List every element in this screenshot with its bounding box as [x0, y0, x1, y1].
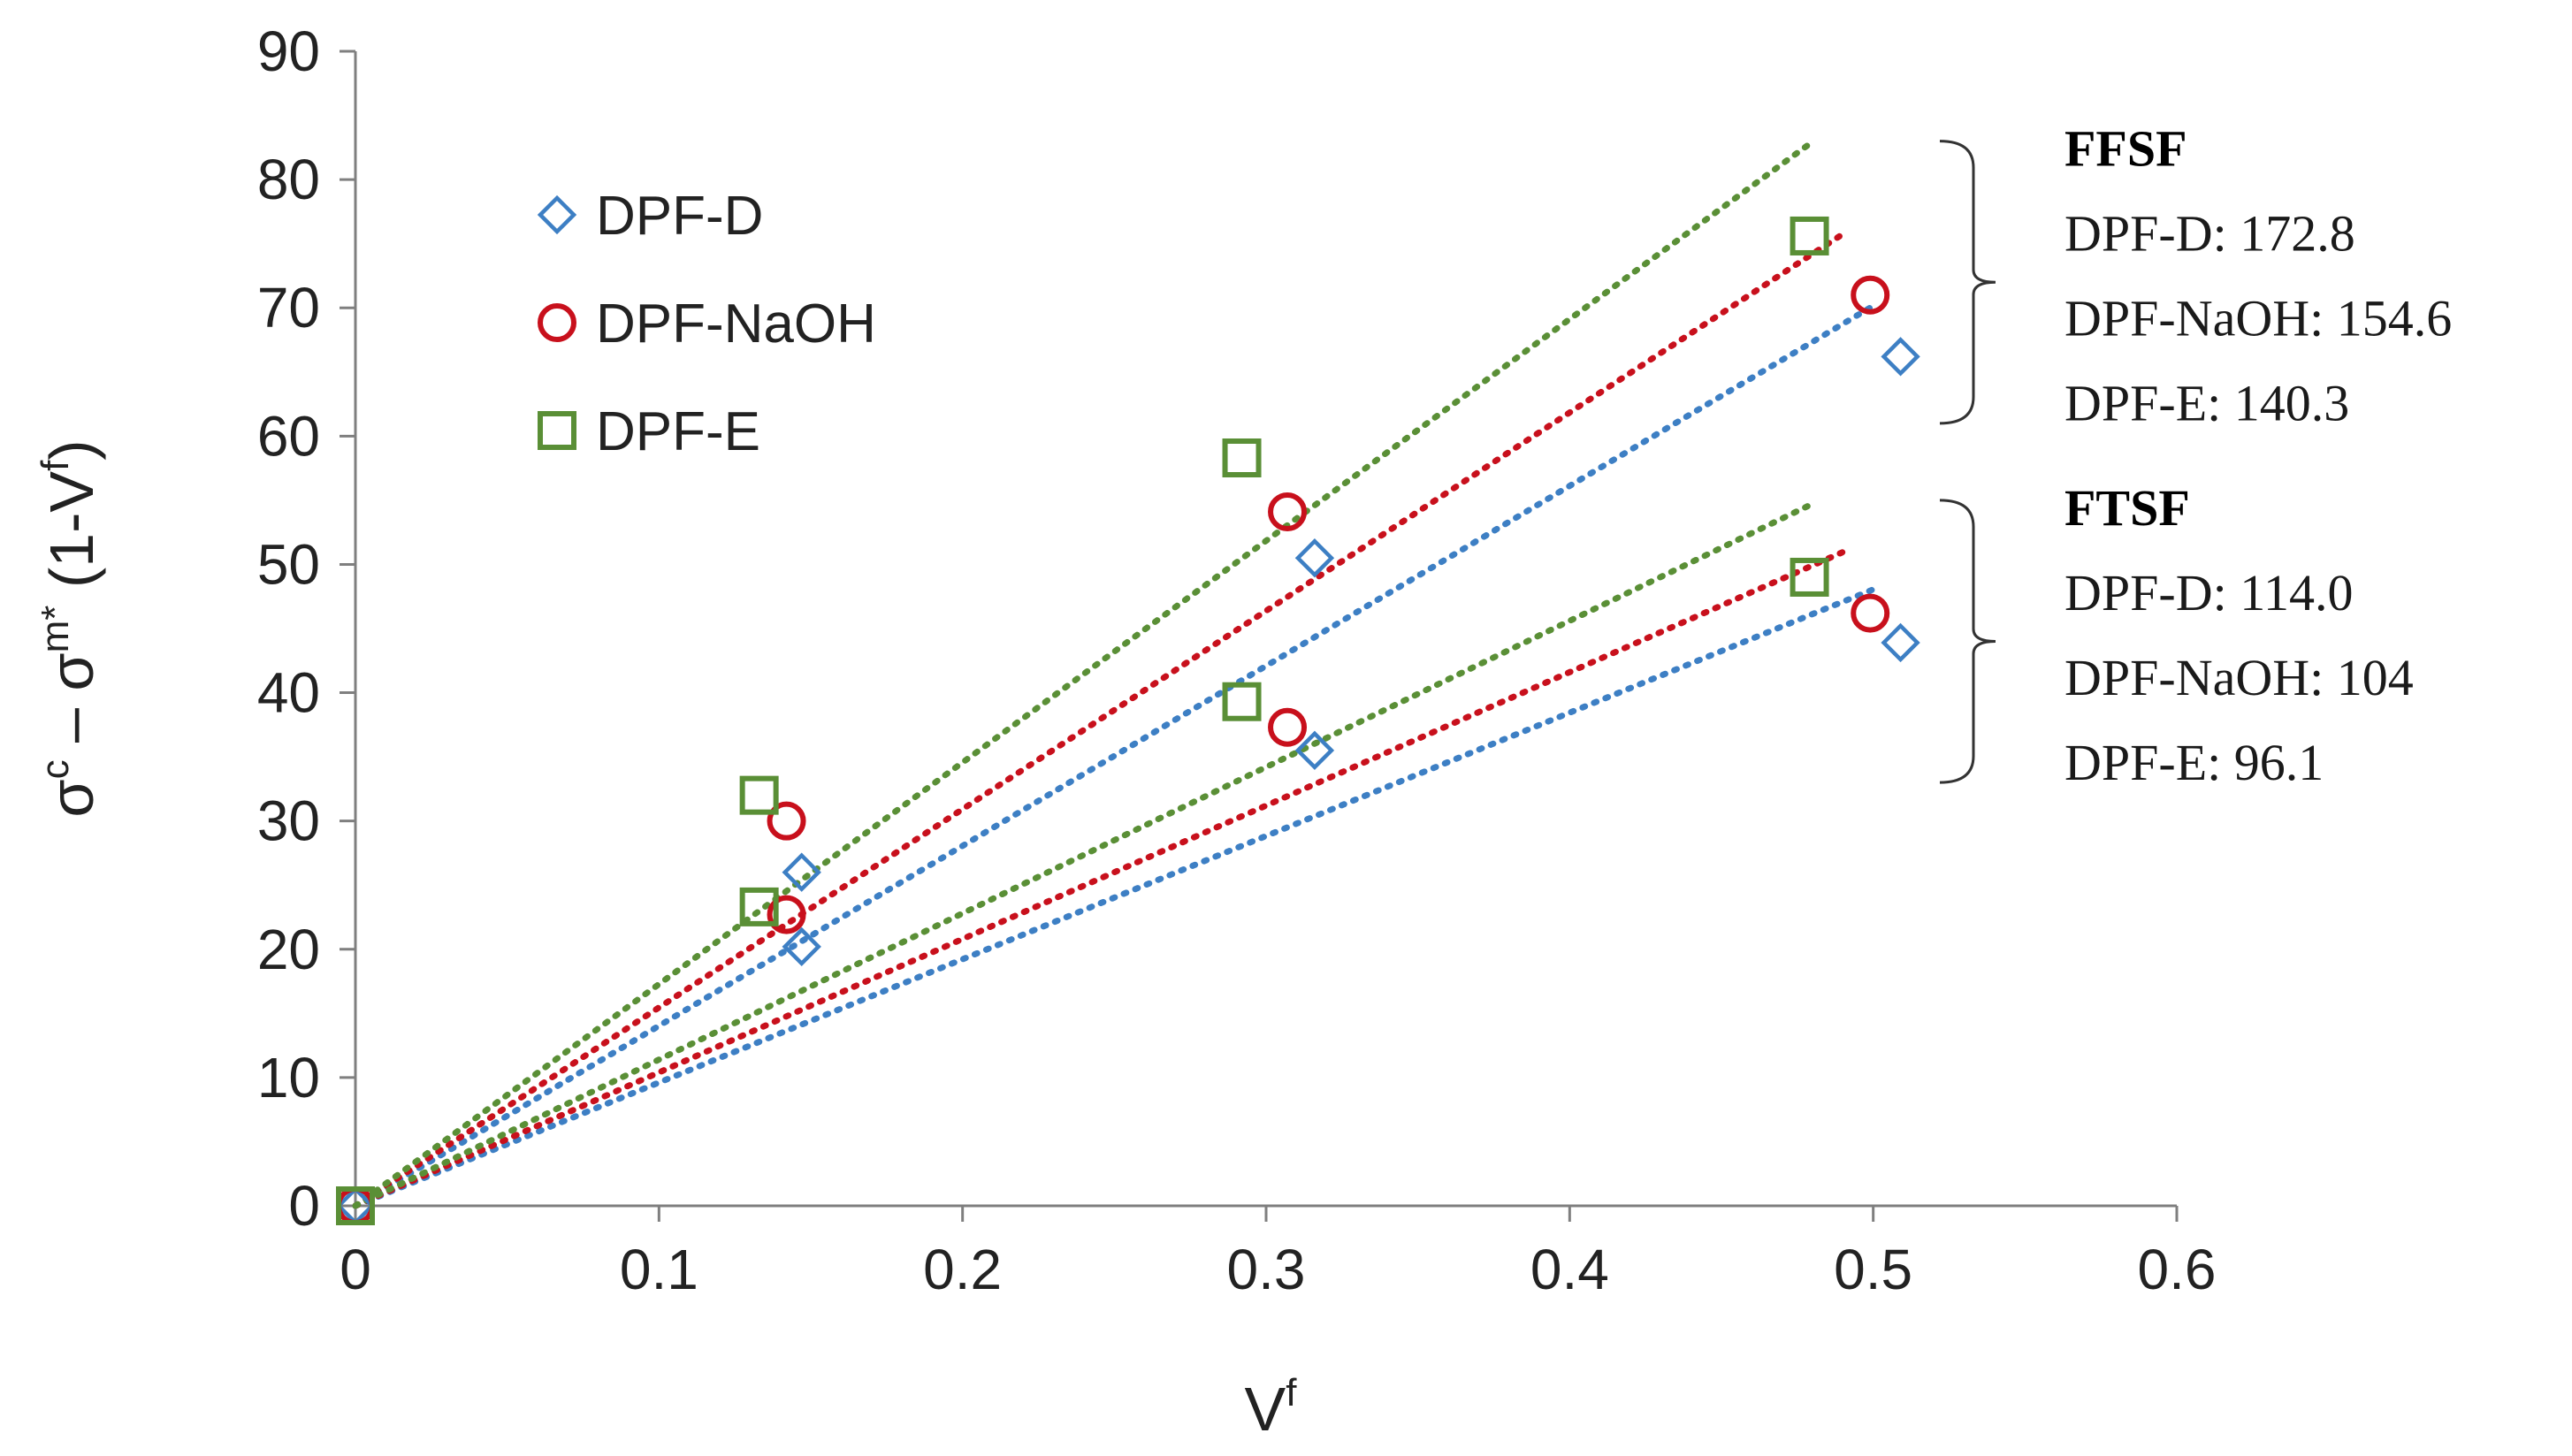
y-axis-title-part: – — [37, 691, 106, 760]
annotation-line: DPF-E: 140.3 — [2064, 375, 2349, 432]
x-axis-title: Vf — [1245, 1371, 1298, 1444]
data-point-dpf-naoh — [767, 895, 806, 934]
x-tick-label: 0.1 — [620, 1238, 698, 1301]
y-axis-title-part: ) — [37, 439, 106, 460]
annotation-title-ffsf: FFSF — [2064, 120, 2187, 178]
trendline-dpf-e-ftsf — [352, 500, 1816, 1209]
y-axis-title-part: σ — [37, 652, 106, 690]
brace-ftsf — [1939, 499, 1996, 784]
annotations: FFSF DPF-D: 172.8 DPF-NaOH: 154.6 DPF-E: 14… — [1939, 120, 2452, 791]
y-tick-label: 90 — [257, 19, 320, 83]
y-axis-title-part: σ — [37, 779, 106, 817]
annotation-line: DPF-D: 114.0 — [2064, 564, 2354, 621]
annotation-line: DPF-NaOH: 104 — [2064, 649, 2414, 706]
data-point-dpf-e — [739, 775, 779, 815]
x-tick-label: 0 — [340, 1238, 371, 1301]
legend-marker-dpf-naoh — [538, 303, 576, 342]
y-tick-label: 40 — [257, 661, 320, 725]
x-tick-label: 0.4 — [1530, 1238, 1609, 1301]
y-axis-title-part: m* — [34, 606, 77, 653]
points-layer — [335, 216, 1920, 1226]
data-point-dpf-e — [336, 1186, 375, 1225]
data-point-dpf-d — [1294, 730, 1335, 771]
x-tick-label: 0.2 — [923, 1238, 1002, 1301]
legend: DPF-D DPF-NaOH DPF-E — [537, 186, 876, 462]
legend-label-dpf-d: DPF-D — [596, 186, 763, 247]
data-point-dpf-d — [1294, 538, 1335, 578]
y-tick-label: 80 — [257, 148, 320, 211]
legend-label-dpf-naoh: DPF-NaOH — [596, 293, 876, 354]
annotation-line: DPF-NaOH: 154.6 — [2064, 290, 2452, 347]
x-tick-label: 0.5 — [1834, 1238, 1912, 1301]
annotation-line: DPF-D: 172.8 — [2064, 205, 2355, 263]
data-point-dpf-d — [782, 852, 821, 892]
x-axis-title-sup: f — [1286, 1371, 1297, 1414]
legend-marker-dpf-e — [538, 411, 576, 450]
legend-marker-dpf-d — [537, 194, 577, 235]
y-tick-label: 20 — [257, 918, 320, 981]
y-axis-title-part: c — [34, 759, 77, 779]
data-point-dpf-e — [1222, 438, 1262, 478]
data-point-dpf-e — [739, 887, 779, 926]
x-tick-label: 0.3 — [1227, 1238, 1306, 1301]
trendline-dpf-d-ffsf — [352, 302, 1877, 1209]
annotation-line: DPF-E: 96.1 — [2064, 734, 2324, 791]
axes-layer: 0 10 20 30 40 50 60 70 80 90 0 0.1 0.2 0.3 0.4 0.5 0.6 — [257, 19, 2217, 1301]
y-tick-label: 30 — [257, 789, 320, 853]
legend-label-dpf-e: DPF-E — [596, 401, 760, 462]
y-tick-label: 70 — [257, 276, 320, 339]
data-point-dpf-naoh — [1268, 492, 1308, 531]
data-point-dpf-e — [1222, 682, 1262, 721]
brace-ffsf — [1939, 140, 1996, 425]
trendline-dpf-d-ftsf — [352, 586, 1877, 1209]
y-tick-label: 10 — [257, 1046, 320, 1109]
data-point-dpf-e — [1790, 557, 1829, 597]
y-tick-label: 0 — [288, 1174, 320, 1238]
data-point-dpf-d — [782, 926, 821, 967]
y-axis-title-part: f — [34, 460, 77, 471]
x-tick-label: 0.6 — [2138, 1238, 2217, 1301]
trendlines-layer — [352, 138, 1877, 1209]
x-axis-title-main: V — [1245, 1375, 1286, 1444]
data-point-dpf-naoh — [1851, 593, 1890, 633]
y-axis-title-part: (1-V — [37, 471, 106, 606]
trendline-dpf-naoh-ffsf — [352, 231, 1846, 1209]
trendline-dpf-e-ffsf — [352, 138, 1816, 1209]
y-tick-label: 50 — [257, 532, 320, 596]
data-point-dpf-e — [1790, 216, 1829, 255]
data-point-dpf-naoh — [1268, 707, 1308, 747]
trendline-dpf-naoh-ftsf — [352, 549, 1846, 1209]
data-point-dpf-naoh — [767, 801, 806, 841]
y-tick-label: 60 — [257, 404, 320, 468]
annotation-title-ftsf: FTSF — [2064, 479, 2190, 537]
data-point-dpf-d — [1881, 337, 1920, 377]
data-point-dpf-naoh — [1851, 275, 1890, 315]
data-point-dpf-d — [1881, 622, 1920, 663]
y-axis-title: σc – σm* (1-Vf) — [34, 439, 106, 817]
